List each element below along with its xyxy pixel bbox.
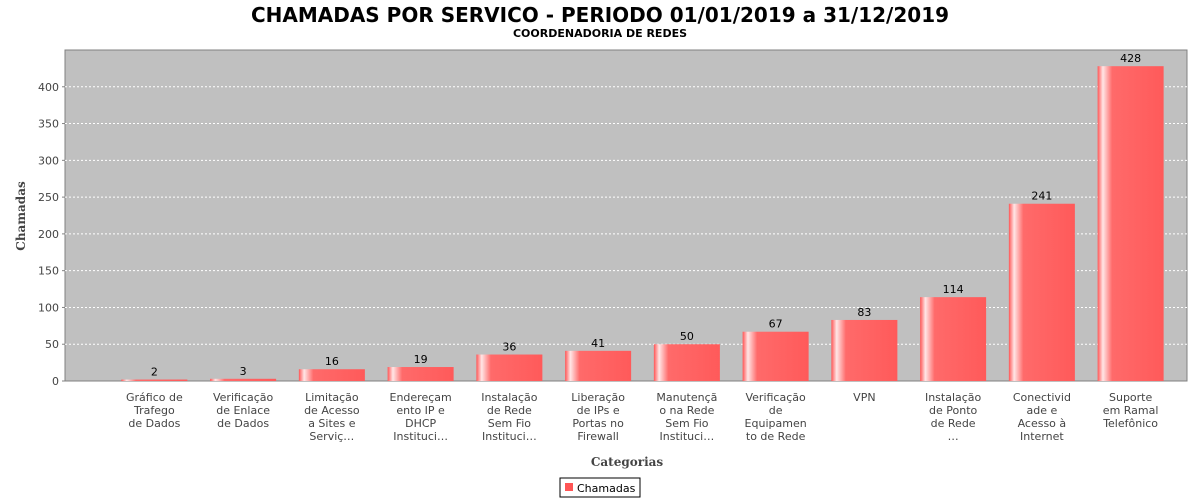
y-tick-label: 400 bbox=[38, 81, 59, 94]
category-label: Manutençã o na Rede Sem Fio Instituci… bbox=[656, 391, 717, 443]
data-label: 3 bbox=[240, 365, 247, 378]
data-label: 19 bbox=[414, 353, 428, 366]
bar bbox=[920, 297, 987, 381]
data-label: 41 bbox=[591, 337, 605, 350]
bar bbox=[831, 319, 898, 381]
chart-subtitle: COORDENADORIA DE REDES bbox=[513, 27, 687, 40]
plot-area bbox=[64, 49, 1188, 382]
legend-label: Chamadas bbox=[577, 482, 636, 495]
y-axis-ticks: 0 50 100 150 200 250 300 350 400 bbox=[38, 81, 65, 388]
category-label: Conectivid ade e Acesso à Internet bbox=[1013, 391, 1071, 443]
y-tick-label: 50 bbox=[45, 338, 59, 351]
bar bbox=[298, 369, 365, 381]
gridlines bbox=[65, 86, 1187, 345]
category-label: Instalação de Ponto de Rede… bbox=[925, 391, 982, 443]
y-axis-label: Chamadas bbox=[14, 181, 28, 251]
y-tick-label: 100 bbox=[38, 301, 59, 314]
data-label: 428 bbox=[1120, 52, 1141, 65]
category-label: Gráfico de Trafego de Dados bbox=[126, 391, 183, 430]
legend-box bbox=[559, 477, 641, 498]
y-tick-label: 150 bbox=[38, 265, 59, 278]
data-label: 50 bbox=[680, 330, 694, 343]
category-label: Instalação de Rede Sem Fio Instituci… bbox=[481, 391, 538, 443]
bar bbox=[653, 344, 720, 381]
bar bbox=[1097, 66, 1164, 381]
bar bbox=[1008, 203, 1075, 381]
data-label: 114 bbox=[943, 283, 964, 296]
y-tick-label: 300 bbox=[38, 154, 59, 167]
category-label: Verificação de Enlace de Dados bbox=[213, 391, 274, 430]
category-label: Verificação de Equipamen to de Rede bbox=[745, 391, 807, 443]
chart-title: CHAMADAS POR SERVICO - PERIODO 01/01/201… bbox=[251, 3, 949, 27]
legend-swatch bbox=[565, 483, 573, 491]
data-label: 36 bbox=[502, 341, 516, 354]
bar bbox=[476, 354, 543, 381]
y-tick-label: 250 bbox=[38, 191, 59, 204]
bar bbox=[742, 331, 809, 381]
data-labels: 2 3 16 19 36 41 50 67 83 114 241 428 bbox=[151, 52, 1141, 378]
bar bbox=[210, 378, 277, 381]
bar bbox=[565, 350, 632, 381]
bar bbox=[387, 367, 454, 381]
y-tick-label: 200 bbox=[38, 228, 59, 241]
bar bbox=[121, 379, 188, 381]
data-label: 83 bbox=[857, 306, 871, 319]
y-tick-label: 0 bbox=[52, 375, 59, 388]
data-label: 241 bbox=[1031, 190, 1052, 203]
x-axis-label: Categorias bbox=[591, 455, 664, 469]
data-label: 2 bbox=[151, 366, 158, 379]
category-label: VPN bbox=[853, 391, 875, 404]
category-label: Suporte em Ramal Telefônico bbox=[1102, 391, 1158, 430]
data-label: 16 bbox=[325, 355, 339, 368]
legend: Chamadas bbox=[559, 477, 641, 498]
category-label: Endereçam ento IP e DHCP Instituci… bbox=[390, 391, 452, 443]
x-axis-categories: Gráfico de Trafego de Dados Verificação de E… bbox=[126, 391, 1158, 443]
category-label: Liberação de IPs e Portas no Firewall bbox=[571, 391, 625, 443]
data-label: 67 bbox=[769, 318, 783, 331]
y-tick-label: 350 bbox=[38, 118, 59, 131]
category-label: Limitação de Acesso a Sites e Serviç… bbox=[304, 391, 360, 443]
bars bbox=[121, 66, 1164, 381]
